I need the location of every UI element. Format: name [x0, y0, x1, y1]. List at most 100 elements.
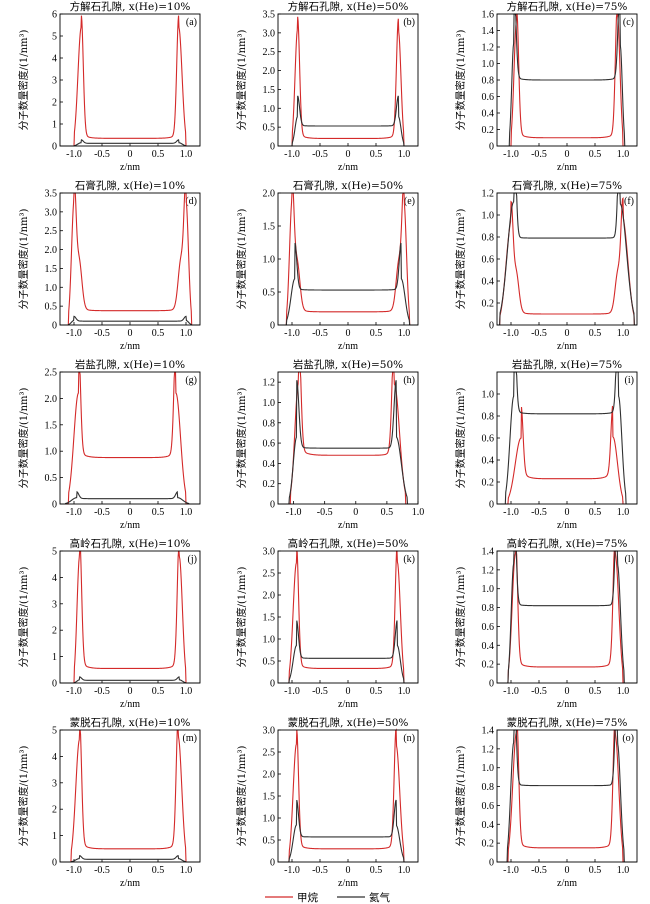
legend-label-methane: 甲烷	[297, 891, 318, 904]
plot-frame	[496, 550, 638, 684]
panel-label: (h)	[403, 375, 415, 386]
y-tick-label: 1.0	[482, 211, 495, 222]
series-line-methane	[497, 405, 637, 505]
y-tick-label: 4	[52, 573, 57, 584]
x-tick-label: 0	[128, 686, 133, 697]
series-line-methane	[60, 192, 200, 326]
x-tick-label: -1.0	[66, 686, 82, 697]
x-tick-label: 0	[565, 865, 570, 876]
plot-frame	[277, 550, 419, 684]
x-tick-label: 0.5	[381, 507, 394, 518]
panel-o: 蒙脱石孔隙, x(He)=75% (o) 0 0.2 0.4 0.6 0.8 1.0 1.2 1.…	[454, 716, 638, 889]
y-tick-label: 0.6	[482, 255, 495, 266]
x-tick-label: 0	[565, 686, 570, 697]
y-axis-label: 分子数量密度/(1/nm³)	[17, 208, 30, 309]
y-tick-label: 0	[52, 142, 57, 153]
y-tick-label: 0	[52, 858, 57, 869]
series-line-helium	[60, 854, 200, 863]
series-line-methane	[60, 15, 200, 147]
x-tick-label: -0.5	[312, 328, 328, 339]
x-tick-label: 0	[565, 507, 570, 518]
y-tick-label: 0	[489, 500, 494, 511]
y-tick-label: 3	[52, 599, 57, 610]
y-tick-label: 0.8	[482, 412, 495, 423]
y-tick-label: 1	[52, 652, 57, 663]
panel-title: 蒙脱石孔隙, x(He)=50%	[288, 716, 409, 729]
x-tick-label: 0.5	[589, 686, 602, 697]
panel-title: 方解石孔隙, x(He)=10%	[70, 0, 191, 13]
x-tick-label: 1.0	[180, 328, 193, 339]
series-line-helium	[60, 139, 200, 147]
y-axis-label: 分子数量密度/(1/nm³)	[17, 745, 30, 846]
y-tick-label: 5	[52, 726, 57, 737]
y-tick-label: 3.5	[263, 10, 276, 21]
y-tick-label: 0.5	[263, 123, 276, 134]
x-axis-label: z/nm	[338, 520, 358, 531]
y-tick-label: 0.8	[482, 782, 495, 793]
series-line-helium	[60, 676, 200, 684]
panel-title: 石膏孔隙, x(He)=10%	[75, 179, 185, 192]
panel-title: 蒙脱石孔隙, x(He)=75%	[507, 716, 628, 729]
panel-title: 岩盐孔隙, x(He)=75%	[512, 358, 622, 371]
plot-frame	[496, 371, 638, 505]
panel-title: 石膏孔隙, x(He)=75%	[512, 179, 622, 192]
x-tick-label: -1.0	[503, 865, 519, 876]
panel-n: 蒙脱石孔隙, x(He)=50% (n) 0 0.5 1.0 1.5 2.0 2.5 3.0 -1…	[235, 716, 419, 889]
panel-label: (a)	[186, 17, 197, 28]
x-tick-label: 0	[346, 149, 351, 160]
y-axis-label: 分子数量密度/(1/nm³)	[454, 29, 467, 130]
y-tick-label: 0.5	[45, 302, 58, 313]
x-axis-label: z/nm	[557, 520, 577, 531]
panel-title: 高岭石孔隙, x(He)=50%	[288, 537, 409, 550]
x-tick-label: -1.0	[503, 328, 519, 339]
x-tick-label: 0.5	[589, 865, 602, 876]
plot-frame	[496, 13, 638, 147]
x-tick-label: 0.5	[152, 865, 165, 876]
plot-frame	[59, 371, 201, 505]
x-tick-label: -0.5	[531, 149, 547, 160]
y-tick-label: 1.4	[482, 547, 495, 558]
series-line-helium	[278, 799, 418, 863]
y-tick-label: 0.8	[482, 233, 495, 244]
panel-j: 高岭石孔隙, x(He)=10% (j) 0 1 2 3 4 5 -1.0 -0.5 0 0.5 1.0…	[17, 537, 201, 710]
y-tick-label: 0.4	[482, 277, 495, 288]
y-tick-label: 0.4	[482, 820, 495, 831]
series-line-helium	[497, 192, 637, 326]
y-tick-label: 0.5	[263, 836, 276, 847]
x-tick-label: -1.0	[66, 328, 82, 339]
x-tick-label: 0	[128, 507, 133, 518]
series-line-helium	[497, 371, 637, 505]
y-tick-label: 2	[52, 626, 57, 637]
y-tick-label: 0	[270, 679, 275, 690]
y-tick-label: 1.4	[482, 726, 495, 737]
plot-frame	[59, 729, 201, 863]
series-line-methane	[497, 729, 637, 863]
y-axis-label: 分子数量密度/(1/nm³)	[17, 566, 30, 667]
x-tick-label: -0.5	[94, 507, 110, 518]
x-tick-label: -0.5	[94, 328, 110, 339]
y-tick-label: 2.0	[45, 394, 58, 405]
y-tick-label: 1.0	[263, 635, 276, 646]
x-tick-label: -1.0	[66, 149, 82, 160]
y-axis-label: 分子数量密度/(1/nm³)	[235, 566, 248, 667]
y-tick-label: 1.4	[482, 26, 495, 37]
x-tick-label: 0	[128, 149, 133, 160]
y-tick-label: 1.0	[45, 283, 58, 294]
y-tick-label: 1.0	[482, 763, 495, 774]
x-tick-label: 1.0	[398, 686, 411, 697]
y-tick-label: 3.0	[263, 726, 276, 737]
x-axis-label: z/nm	[120, 520, 140, 531]
panel-label: (l)	[625, 554, 634, 565]
y-axis-label: 分子数量密度/(1/nm³)	[17, 29, 30, 130]
x-tick-label: 0.5	[589, 507, 602, 518]
x-tick-label: 1.0	[398, 328, 411, 339]
y-tick-label: 1.5	[45, 420, 58, 431]
y-tick-label: 0	[270, 858, 275, 869]
series-line-methane	[497, 197, 637, 326]
y-axis-label: 分子数量密度/(1/nm³)	[454, 387, 467, 488]
y-tick-label: 0	[489, 321, 494, 332]
x-axis-label: z/nm	[557, 878, 577, 889]
y-tick-label: 2.0	[45, 245, 58, 256]
panel-label: (o)	[622, 733, 634, 744]
y-tick-label: 0.5	[263, 657, 276, 668]
